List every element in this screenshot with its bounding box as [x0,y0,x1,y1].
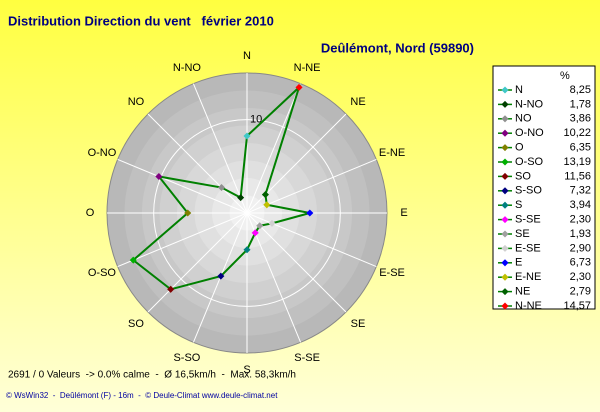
axis-label: SO [128,318,144,330]
spoke [117,158,248,214]
legend-value: 3,94 [570,199,591,211]
legend-label: O-NO [515,127,544,139]
legend-marker [501,259,509,267]
legend-marker [501,244,509,252]
marker [217,183,226,192]
legend-value: 2,79 [570,286,591,298]
r-tick-label: 10 [250,114,262,126]
axis-label: O [86,207,95,219]
marker [129,256,137,264]
legend-marker [501,144,509,152]
legend-value: 3,86 [570,113,591,125]
spoke [147,212,248,313]
legend-label: SE [515,228,530,240]
legend-marker [501,158,509,166]
axis-label: SE [351,318,366,330]
legend-marker [501,129,509,137]
legend-marker [501,100,509,108]
legend-value: 8,25 [570,84,591,96]
legend-label: E-SE [515,242,541,254]
spoke [147,113,248,214]
legend-value: 1,93 [570,228,591,240]
legend-value: 14,57 [563,300,591,312]
legend-value: 2,90 [570,242,591,254]
legend-label: E [515,257,522,269]
marker [243,132,251,140]
axis-label: N-NE [294,62,321,74]
legend-label: NE [515,286,530,298]
legend-label: N-NO [515,98,544,110]
axis-label: S-SE [294,352,320,364]
legend-label: N [515,84,523,96]
legend-label: NO [515,113,532,125]
legend-marker [501,115,509,123]
axis-label: E-SE [379,267,405,279]
axis-label: NO [128,96,145,108]
legend-marker [501,86,509,94]
legend-marker [501,273,509,281]
marker [306,209,314,217]
legend-label: SO [515,170,531,182]
legend-value: 6,35 [570,142,591,154]
legend-marker [501,172,509,180]
legend-marker [501,216,509,224]
marker [243,246,251,254]
marker [263,201,271,209]
footer: 2691 / 0 Valeurs -> 0.0% calme - Ø 16,5k… [8,370,296,381]
legend-label: N-NE [515,300,542,312]
marker [251,229,259,237]
legend-value: 11,56 [564,170,591,182]
legend-value: 6,73 [570,257,591,269]
legend-value: 10,22 [563,127,591,139]
axis-label: E-NE [379,147,405,159]
legend-value: 13,19 [563,156,591,168]
marker [217,272,225,280]
grid-ring [153,119,341,307]
spoke [246,212,377,268]
marker [167,285,175,293]
legend-marker [501,288,509,296]
legend-marker [501,302,509,310]
legend-marker [501,230,509,238]
legend-box [492,65,596,310]
marker [237,194,245,202]
spoke [246,83,302,214]
legend-label: O [515,142,524,154]
marker [256,222,264,230]
legend-header: % [560,70,570,82]
marker [295,83,303,91]
axis-label: NE [350,96,365,108]
legend-label: E-NE [515,271,541,283]
spoke [117,212,248,268]
axis-label: N-NO [173,62,202,74]
spoke [246,113,347,214]
axis-label: S-SO [173,352,200,364]
axis-label: E [400,207,407,219]
marker [184,209,192,217]
axis-label: N [243,50,251,62]
legend-value: 7,32 [570,185,591,197]
marker [261,191,269,199]
axis-label: O-SO [88,267,117,279]
legend-label: S-SO [515,185,542,197]
legend-marker [501,187,509,195]
chart-title: Distribution Direction du vent février 2… [8,13,274,28]
legend-value: 2,30 [570,271,591,283]
legend-marker [501,201,509,209]
credits: © WsWin32 - Deûlémont (F) - 16m - © Deul… [6,391,278,400]
legend-value: 2,30 [570,214,591,226]
marker [268,219,276,227]
axis-label: S [243,364,250,376]
spoke [192,83,248,214]
chart-subtitle: Deûlémont, Nord (59890) [321,40,474,55]
legend-label: S [515,199,522,211]
legend-label: O-SO [515,156,544,168]
legend-value: 1,78 [570,98,591,110]
marker [155,172,163,181]
spoke [246,212,347,313]
axis-label: O-NO [88,147,117,159]
legend-label: S-SE [515,214,541,226]
